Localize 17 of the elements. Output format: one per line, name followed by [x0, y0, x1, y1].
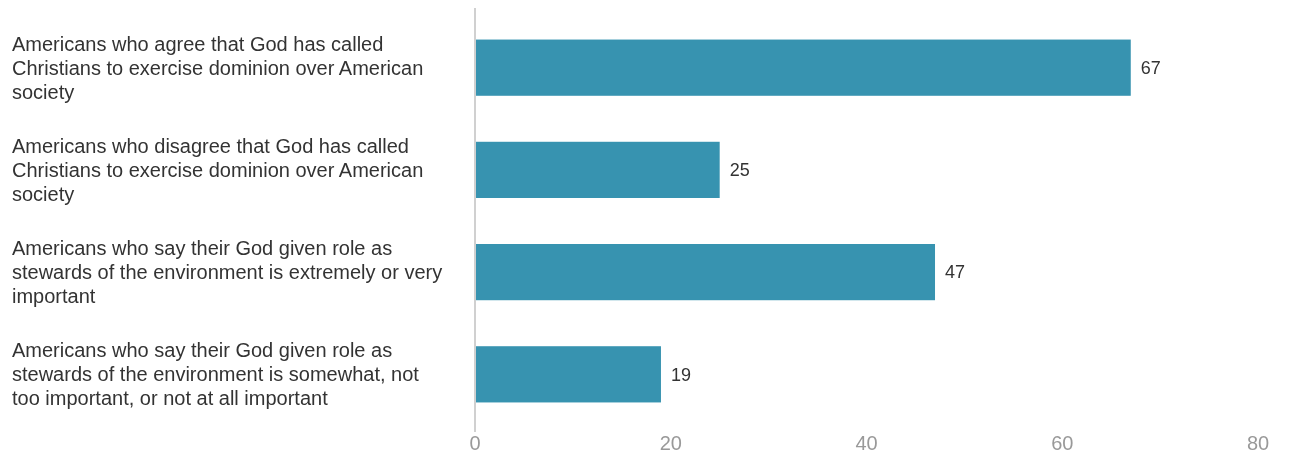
x-tick-label: 40 — [855, 432, 878, 454]
x-tick-label: 60 — [1051, 432, 1074, 454]
data-label: 67 — [1140, 57, 1161, 78]
data-label: 25 — [729, 160, 750, 181]
bar — [475, 39, 1131, 96]
data-label: 19 — [670, 364, 691, 385]
x-tick-label: 0 — [469, 432, 481, 454]
y-tick-label: Americans who say their God given role as stewards of the environment is extremely or very important — [12, 237, 443, 308]
x-tick-label: 20 — [659, 432, 682, 454]
bar — [475, 346, 661, 403]
y-tick-label: Americans who say their God given role as stewards of the environment is somewhat, not too important, or not at all important — [12, 339, 420, 410]
y-tick-label: Americans who disagree that God has called Christians to exercise dominion over American society — [12, 134, 424, 205]
x-tick-label: 80 — [1246, 432, 1270, 454]
y-tick-label: Americans who agree that God has called Christians to exercise dominion over American society — [12, 32, 424, 103]
bar — [475, 141, 720, 198]
bar — [475, 244, 936, 301]
data-label: 47 — [945, 262, 966, 283]
